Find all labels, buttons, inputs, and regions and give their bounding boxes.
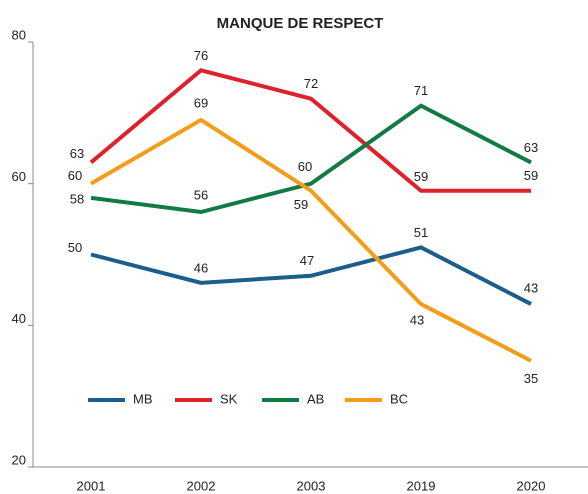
- data-label: 63: [70, 146, 84, 161]
- series-line: [89, 117, 532, 363]
- data-label: 46: [194, 260, 208, 275]
- data-label: 60: [298, 159, 312, 174]
- x-tick-label: 2002: [187, 478, 216, 493]
- data-label: 59: [294, 197, 308, 212]
- legend-label: AB: [307, 391, 324, 406]
- series-line: [90, 103, 532, 215]
- y-tick-label: 20: [12, 452, 26, 467]
- data-label: 51: [414, 225, 428, 240]
- data-label: 59: [524, 168, 538, 183]
- data-label: 56: [194, 187, 208, 202]
- legend-label: BC: [390, 391, 408, 406]
- data-label: 35: [524, 371, 538, 386]
- data-label: 60: [68, 168, 82, 183]
- y-tick-label: 80: [12, 27, 26, 42]
- data-label: 50: [68, 240, 82, 255]
- data-label: 43: [410, 313, 424, 328]
- legend-label: SK: [220, 391, 238, 406]
- data-label: 47: [300, 253, 314, 268]
- data-label: 72: [304, 76, 318, 91]
- y-tick-label: 60: [12, 169, 26, 184]
- data-label: 71: [414, 83, 428, 98]
- data-label: 69: [194, 95, 208, 110]
- data-label: 59: [414, 169, 428, 184]
- x-tick-label: 2001: [77, 478, 106, 493]
- data-label: 76: [194, 48, 208, 63]
- series-line: [90, 245, 532, 306]
- legend-label: MB: [133, 391, 153, 406]
- x-tick-label: 2003: [297, 478, 326, 493]
- x-tick-label: 2019: [407, 478, 436, 493]
- y-tick-label: 40: [12, 311, 26, 326]
- series-line: [89, 68, 531, 193]
- x-tick-label: 2020: [517, 478, 546, 493]
- data-label: 43: [524, 281, 538, 296]
- data-label: 63: [524, 140, 538, 155]
- chart-title: MANQUE DE RESPECT: [217, 15, 384, 32]
- data-label: 58: [70, 191, 84, 206]
